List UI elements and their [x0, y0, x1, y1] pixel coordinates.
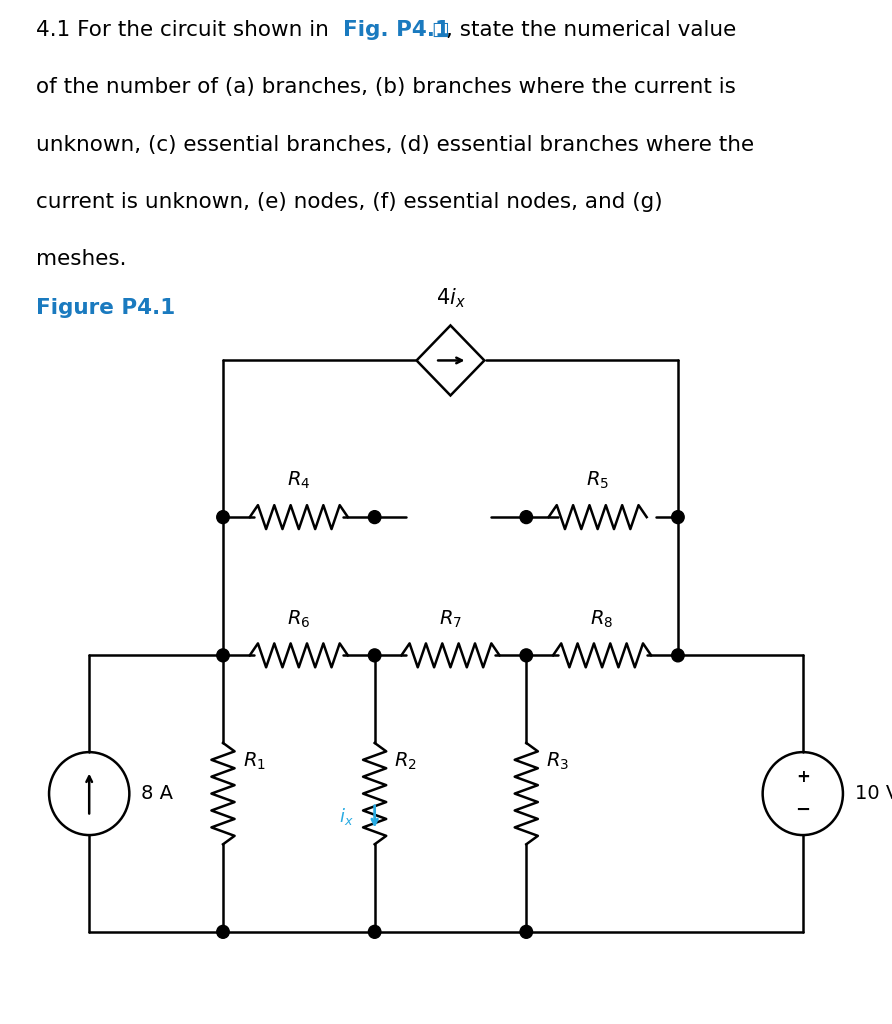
- Text: 10 V: 10 V: [855, 784, 892, 803]
- Text: $R_5$: $R_5$: [586, 470, 609, 492]
- Circle shape: [217, 511, 229, 523]
- Text: meshes.: meshes.: [36, 250, 126, 269]
- Text: $R_8$: $R_8$: [591, 608, 614, 630]
- Text: unknown, (c) essential branches, (d) essential branches where the: unknown, (c) essential branches, (d) ess…: [36, 135, 754, 155]
- Text: 8 A: 8 A: [141, 784, 173, 803]
- Text: $i_x$: $i_x$: [339, 806, 353, 827]
- Text: $R_3$: $R_3$: [546, 751, 569, 772]
- Circle shape: [520, 926, 533, 938]
- Text: 4.1 For the circuit shown in: 4.1 For the circuit shown in: [36, 20, 335, 40]
- Text: of the number of (a) branches, (b) branches where the current is: of the number of (a) branches, (b) branc…: [36, 78, 736, 97]
- Text: Figure P4.1: Figure P4.1: [36, 298, 175, 318]
- Circle shape: [520, 649, 533, 662]
- Text: $R_6$: $R_6$: [287, 608, 310, 630]
- Text: $R_1$: $R_1$: [243, 751, 266, 772]
- Text: Fig. P4.1: Fig. P4.1: [343, 20, 450, 40]
- Circle shape: [368, 649, 381, 662]
- Text: $R_2$: $R_2$: [394, 751, 417, 772]
- Text: □: □: [431, 20, 449, 39]
- Circle shape: [368, 926, 381, 938]
- Circle shape: [672, 511, 684, 523]
- Text: current is unknown, (e) nodes, (f) essential nodes, and (g): current is unknown, (e) nodes, (f) essen…: [36, 193, 662, 212]
- Circle shape: [520, 511, 533, 523]
- Text: $4i_x$: $4i_x$: [435, 286, 466, 309]
- Text: , state the numerical value: , state the numerical value: [446, 20, 736, 40]
- Text: $R_4$: $R_4$: [287, 470, 310, 492]
- Text: +: +: [796, 768, 810, 786]
- Circle shape: [672, 649, 684, 662]
- Circle shape: [217, 926, 229, 938]
- Circle shape: [368, 511, 381, 523]
- Text: $R_7$: $R_7$: [439, 608, 462, 630]
- Circle shape: [217, 649, 229, 662]
- Text: −: −: [796, 801, 810, 819]
